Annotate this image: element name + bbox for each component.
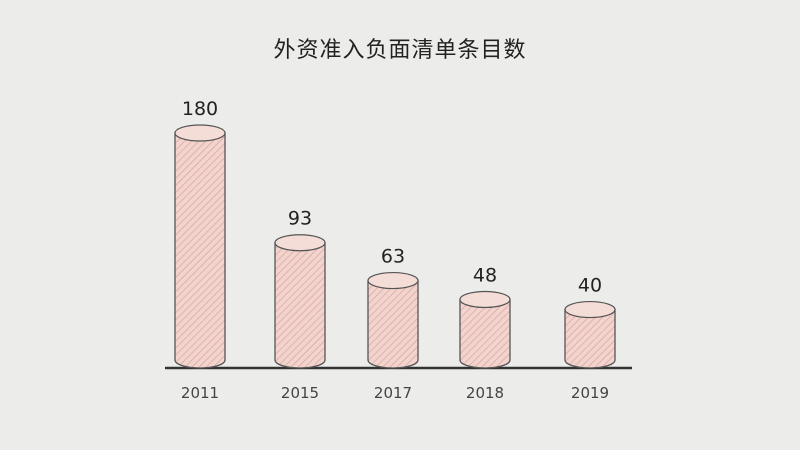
x-tick-label: 2015	[281, 384, 319, 402]
bar-top	[274, 234, 326, 252]
bar-body	[274, 242, 326, 369]
bar-top	[174, 124, 226, 142]
data-label: 93	[288, 208, 312, 230]
bar-2015: 93 2015	[274, 208, 326, 402]
bar-top	[367, 271, 419, 290]
data-label: 40	[578, 275, 602, 297]
bar-top	[459, 290, 511, 309]
data-label: 63	[381, 246, 405, 268]
chart-title: 外资准入负面清单条目数	[273, 38, 527, 63]
bar-body	[459, 298, 511, 369]
bar-2018: 48 2018	[459, 264, 511, 402]
bar-body	[564, 308, 616, 369]
bar-top	[564, 300, 616, 319]
data-label: 180	[182, 98, 218, 120]
bar-2019: 40 2019	[564, 275, 616, 402]
x-tick-label: 2018	[466, 384, 504, 402]
bar-body	[367, 279, 419, 369]
x-tick-label: 2019	[571, 384, 609, 402]
bar-2017: 63 2017	[367, 246, 419, 402]
bar-body	[174, 132, 226, 369]
bar-2011: 180 2011	[174, 98, 226, 402]
x-tick-label: 2017	[374, 384, 412, 402]
data-label: 48	[473, 264, 497, 286]
x-tick-label: 2011	[181, 384, 219, 402]
